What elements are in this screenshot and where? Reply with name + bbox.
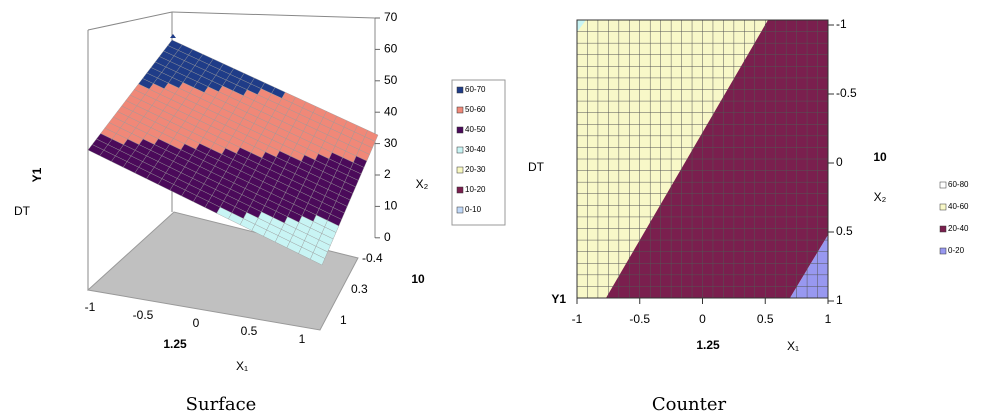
- legend-label: 60-80: [948, 180, 969, 189]
- axis-value: 1.25: [163, 337, 187, 351]
- legend-swatch: [939, 247, 947, 255]
- z-tick-label: 70: [384, 10, 398, 24]
- x2-tick-label: -0.4: [362, 251, 383, 265]
- legend-box: [451, 79, 506, 226]
- axis-label: Y1: [551, 292, 566, 306]
- axis-label: DT: [528, 160, 545, 174]
- legend-swatch: [456, 126, 464, 134]
- legend-label: 20-30: [465, 165, 486, 174]
- caption: Surface: [186, 394, 257, 415]
- surface: [87, 34, 379, 266]
- legend-swatch: [939, 203, 947, 211]
- z-tick-label: 0: [384, 230, 391, 244]
- axis-label: X₂: [416, 177, 429, 191]
- x1-tick-label: 0: [699, 312, 706, 326]
- legend-swatch: [939, 225, 947, 233]
- x2-tick-label: 1: [836, 293, 843, 307]
- z-tick-label: 60: [384, 42, 398, 56]
- surface-marker: [170, 34, 176, 38]
- axis-value: 10: [411, 272, 425, 286]
- x1-tick-label: -0.5: [133, 308, 154, 322]
- x1-tick-label: -1: [572, 312, 583, 326]
- axis-label: X₂: [874, 190, 887, 204]
- legend-label: 0-20: [948, 246, 965, 255]
- x2-tick-label: -0.5: [836, 86, 857, 100]
- legend-label: 50-60: [465, 105, 486, 114]
- x2-tick-label: 0.5: [836, 224, 853, 238]
- legend-label: 20-40: [948, 224, 969, 233]
- axis-label: Y1: [30, 167, 44, 182]
- legend-swatch: [456, 86, 464, 94]
- x1-tick-label: 1: [299, 332, 306, 346]
- contour-grid: [577, 20, 828, 298]
- legend-label: 30-40: [465, 145, 486, 154]
- z-tick-label: 40: [384, 104, 398, 118]
- x1-tick-label: -0.5: [629, 312, 650, 326]
- x2-tick-label: 0: [836, 155, 843, 169]
- x1-tick-label: 0: [193, 316, 200, 330]
- x2-tick-label: 1: [340, 313, 347, 327]
- z-tick-label: 10: [384, 199, 398, 213]
- legend-label: 10-20: [465, 185, 486, 194]
- z-tick-label: 2: [384, 167, 391, 181]
- axis-value: 10: [873, 150, 887, 164]
- x2-tick-label: 0.3: [351, 282, 368, 296]
- surface-cell: [310, 252, 326, 266]
- legend-swatch: [939, 181, 947, 189]
- caption: Counter: [652, 394, 727, 415]
- axis-label: DT: [14, 204, 31, 218]
- z-tick-label: 30: [384, 136, 398, 150]
- axis-label: X₁: [787, 339, 799, 353]
- legend-label: 60-70: [465, 85, 486, 94]
- axis-value: 1.25: [696, 338, 720, 352]
- legend-swatch: [456, 186, 464, 194]
- legend-label: 40-50: [465, 125, 486, 134]
- x1-tick-label: -1: [85, 300, 96, 314]
- legend-swatch: [456, 146, 464, 154]
- x1-tick-label: 0.5: [757, 312, 774, 326]
- legend-swatch: [456, 106, 464, 114]
- x1-tick-label: 0.5: [241, 324, 258, 338]
- x2-tick-label: -1: [836, 17, 847, 31]
- legend-swatch: [456, 166, 464, 174]
- z-tick-label: 50: [384, 73, 398, 87]
- x1-tick-label: 1: [825, 312, 832, 326]
- legend-swatch: [456, 206, 464, 214]
- legend-label: 0-10: [465, 205, 482, 214]
- axis-label: X₁: [236, 359, 248, 373]
- legend-label: 40-60: [948, 202, 969, 211]
